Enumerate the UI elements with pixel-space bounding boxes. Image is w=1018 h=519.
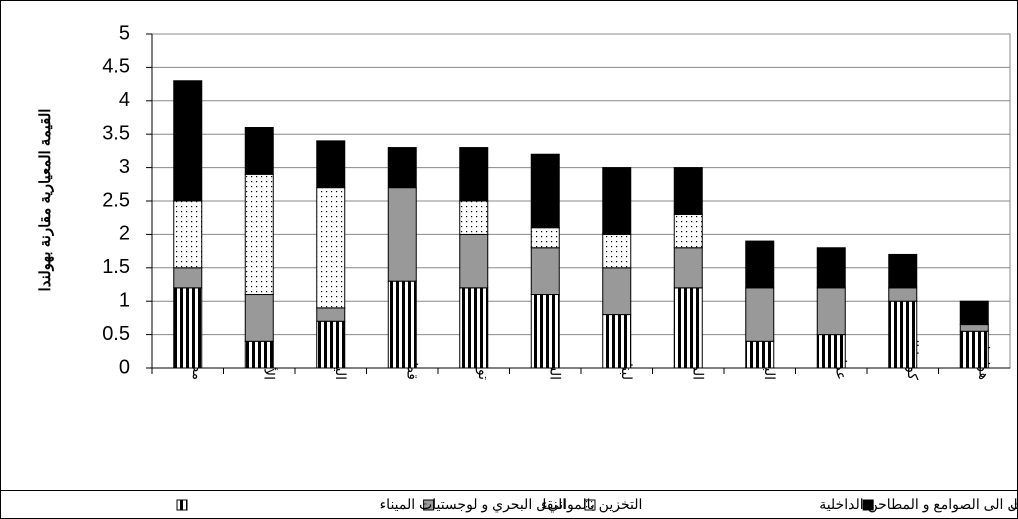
bar-segment [530, 247, 560, 296]
y-tick-label: 1.5 [102, 256, 130, 278]
legend-label: النقل البحري و لوجستيات الميناء [380, 496, 567, 513]
y-tick-label: 5 [119, 22, 130, 44]
bar-segment [459, 147, 489, 202]
bar-segment [387, 280, 417, 369]
bar-segment [816, 287, 846, 336]
bar-segment [888, 253, 918, 289]
bar-segment [673, 213, 703, 249]
bar-segment [888, 300, 918, 369]
bar-segment [530, 153, 560, 229]
bar-segment [888, 287, 918, 302]
bar-segment [673, 247, 703, 289]
bar-segment [316, 187, 346, 309]
bar-segment [387, 187, 417, 282]
legend-swatch [584, 499, 596, 511]
legend-label: النقل الى الصوامع و المطاحن الداخلية [819, 496, 1018, 513]
bar-segment [602, 167, 632, 235]
legend-label: إدارة سلسلة الامدادات [1010, 496, 1018, 513]
bar-segment [459, 200, 489, 235]
bar-segment [816, 247, 846, 289]
bar-segment [673, 167, 703, 215]
legend-swatch [176, 499, 188, 511]
bar-segment [244, 340, 274, 369]
bar-segment [816, 334, 846, 369]
bar-segment [173, 200, 203, 269]
y-tick-label: 0 [119, 356, 130, 378]
legend-swatch [862, 499, 874, 511]
bar-segment [244, 173, 274, 296]
bar-segment [959, 330, 989, 369]
bar-segment [745, 340, 775, 369]
y-tick-label: 2.5 [102, 189, 130, 211]
bar-segment [959, 324, 989, 332]
bar-segment [387, 147, 417, 189]
bar-segment [244, 127, 274, 175]
bar-segment [316, 140, 346, 189]
bar-segment [316, 320, 346, 369]
bar-segment [173, 80, 203, 202]
bar-segment [173, 287, 203, 369]
bar-segment [459, 233, 489, 289]
bar-segment [602, 233, 632, 269]
y-tick-label: 1 [119, 289, 130, 311]
bar-segment [602, 314, 632, 369]
bar-segment [530, 227, 560, 249]
legend-swatch [423, 499, 435, 511]
bar-segment [459, 287, 489, 369]
bar-segment [602, 267, 632, 316]
bar-segment [173, 267, 203, 289]
y-axis-title: القيمة المعيارية مقارنة بهولندا [37, 109, 54, 292]
legend-label: التخزين بالموانيء [541, 496, 642, 513]
bar-segment [530, 294, 560, 369]
bar-segment [244, 294, 274, 342]
bar-segment [316, 307, 346, 322]
y-tick-label: 3 [119, 156, 130, 178]
bar-segment [745, 287, 775, 342]
y-tick-label: 0.5 [102, 323, 130, 345]
bar-segment [959, 300, 989, 326]
bar-segment [745, 240, 775, 289]
y-tick-label: 4.5 [102, 56, 130, 78]
y-tick-label: 2 [119, 223, 130, 245]
y-tick-label: 4 [119, 89, 130, 111]
y-tick-label: 3.5 [102, 122, 130, 144]
bar-segment [673, 287, 703, 369]
